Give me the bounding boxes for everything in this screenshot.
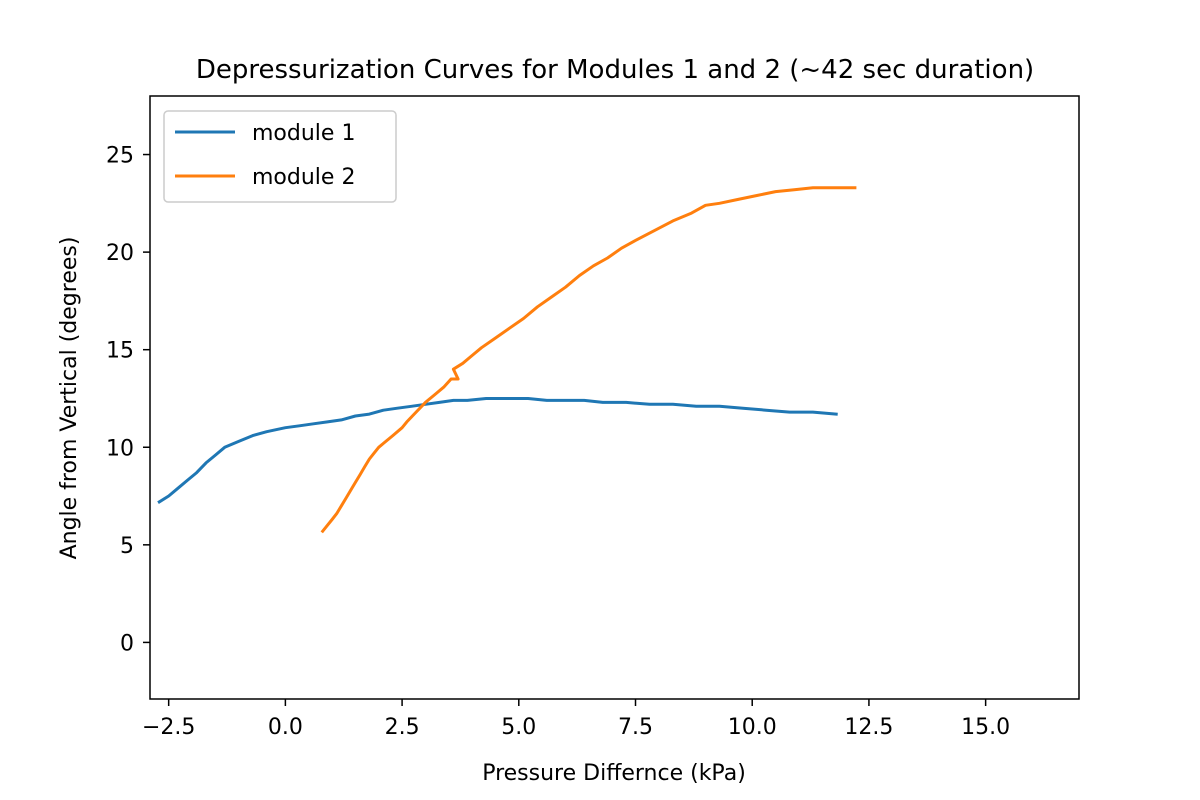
plot-area	[149, 95, 1080, 700]
x-axis-label: Pressure Differnce (kPa)	[482, 761, 746, 786]
series-line-2	[320, 186, 857, 534]
series-line-1	[157, 397, 838, 504]
x-axis: −2.5 0.0 2.5 5.0 7.5 10.0 12.5 15.0	[142, 699, 1010, 740]
x-tick-label: 15.0	[961, 715, 1010, 740]
y-axis: 0 5 10 15 20 25	[106, 144, 150, 656]
y-axis-label: Angle from Vertical (degrees)	[57, 237, 82, 560]
y-tick-label: 10	[106, 436, 134, 461]
x-tick-label: 0.0	[268, 715, 303, 740]
x-tick-label: 5.0	[501, 715, 536, 740]
x-tick-label: 2.5	[385, 715, 420, 740]
x-tick-label: 7.5	[618, 715, 653, 740]
y-tick-label: 5	[120, 534, 134, 559]
x-tick-label: 12.5	[844, 715, 893, 740]
legend: module 1 module 2	[163, 110, 397, 203]
x-tick-label: −2.5	[142, 715, 195, 740]
y-tick-label: 20	[106, 241, 134, 266]
y-tick-label: 0	[120, 631, 134, 656]
y-tick-label: 25	[106, 144, 134, 169]
y-tick-label: 15	[106, 339, 134, 364]
legend-label-module-2: module 2	[252, 165, 355, 190]
chart-title: Depressurization Curves for Modules 1 an…	[196, 55, 1034, 85]
series-layer	[157, 186, 857, 534]
x-tick-label: 10.0	[728, 715, 777, 740]
legend-label-module-1: module 1	[252, 121, 355, 146]
legend-box	[163, 110, 397, 203]
